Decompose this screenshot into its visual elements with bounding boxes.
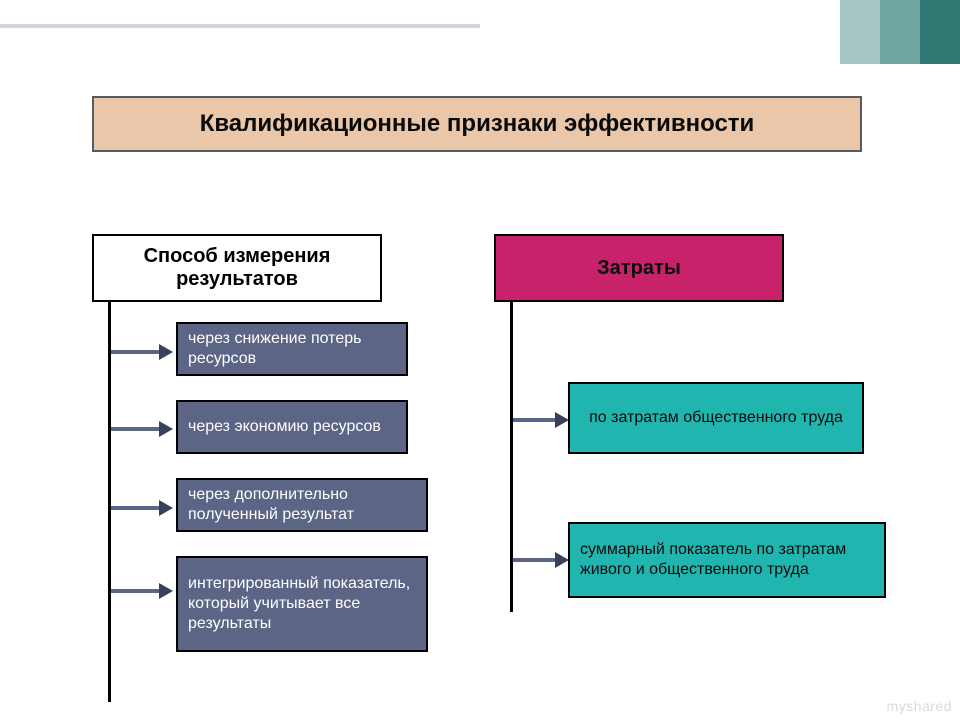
- right-item-box: по затратам общественного труда: [568, 382, 864, 454]
- left-header-label: Способ измерения результатов: [94, 245, 380, 291]
- arrow-icon: [513, 555, 567, 565]
- right-item-box: суммарный показатель по затратам живого …: [568, 522, 886, 598]
- left-item-box: интегрированный показатель, который учит…: [176, 556, 428, 652]
- watermark: myshared: [887, 698, 952, 714]
- left-column-header: Способ измерения результатов: [92, 234, 382, 302]
- arrow-icon: [513, 415, 567, 425]
- right-vertical-line: [510, 302, 513, 612]
- arrow-icon: [111, 424, 171, 434]
- left-item-box: через снижение потерь ресурсов: [176, 322, 408, 376]
- arrow-icon: [111, 503, 171, 513]
- title-box: Квалификационные признаки эффективности: [92, 96, 862, 152]
- left-vertical-line: [108, 302, 111, 702]
- title-text: Квалификационные признаки эффективности: [200, 110, 755, 138]
- decor-top-line: [0, 24, 480, 28]
- left-item-box: через дополнительно полученный результат: [176, 478, 428, 532]
- right-item-label: суммарный показатель по затратам живого …: [580, 540, 874, 580]
- left-item-label: через снижение потерь ресурсов: [188, 329, 396, 369]
- arrow-icon: [111, 586, 171, 596]
- decor-top-stripes: [840, 0, 960, 64]
- left-item-label: через экономию ресурсов: [188, 417, 381, 437]
- right-column-header: Затраты: [494, 234, 784, 302]
- right-header-label: Затраты: [597, 257, 681, 280]
- left-item-box: через экономию ресурсов: [176, 400, 408, 454]
- right-item-label: по затратам общественного труда: [589, 408, 843, 428]
- arrow-icon: [111, 347, 171, 357]
- left-item-label: через дополнительно полученный результат: [188, 485, 416, 525]
- left-item-label: интегрированный показатель, который учит…: [188, 574, 416, 634]
